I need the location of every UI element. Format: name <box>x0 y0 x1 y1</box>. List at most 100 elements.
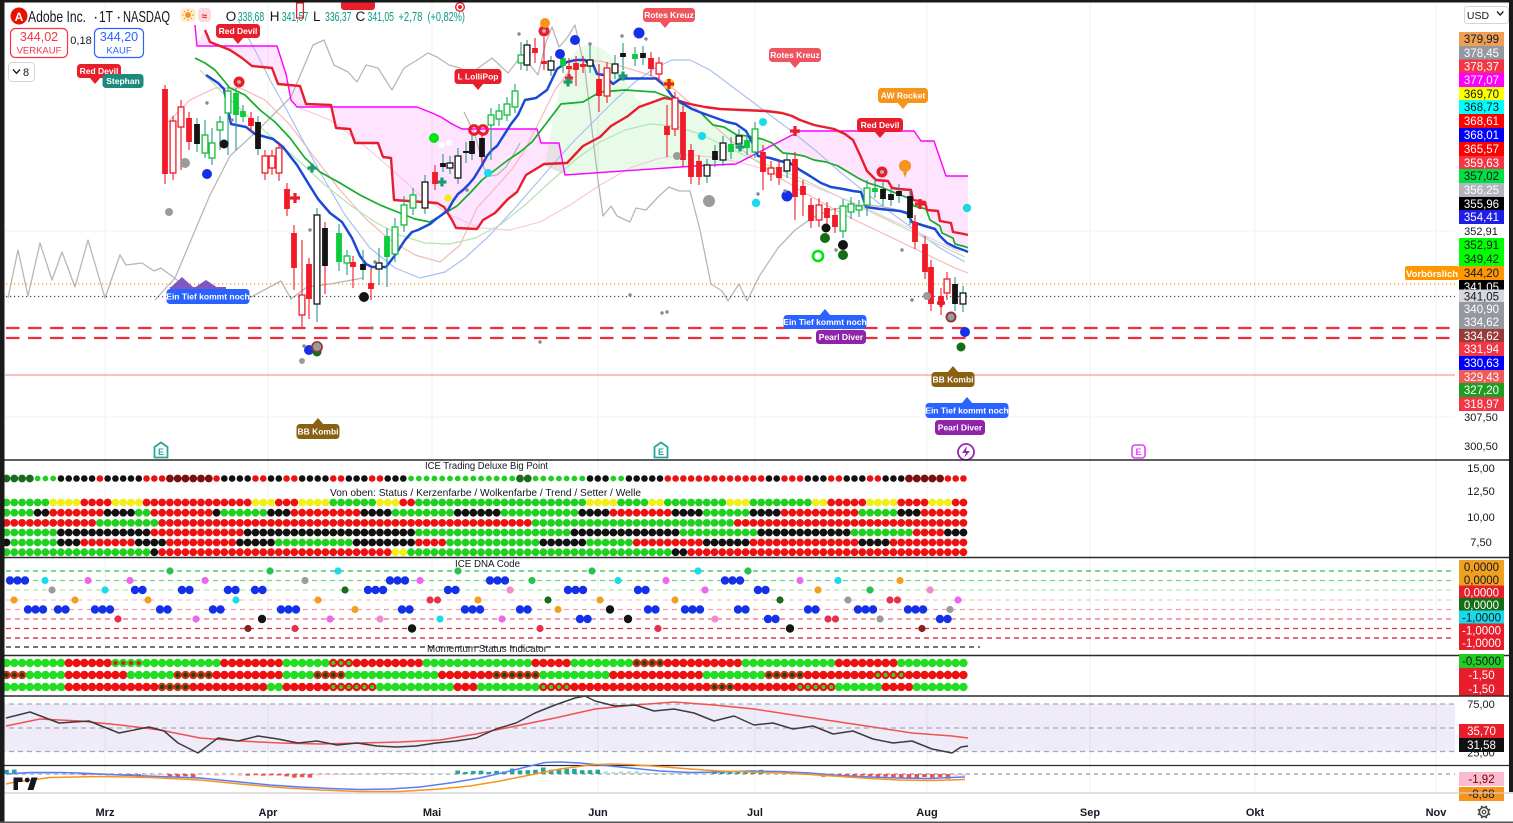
svg-text:Ein Tief kommt noch: Ein Tief kommt noch <box>166 292 249 302</box>
svg-text:75,00: 75,00 <box>1467 699 1495 711</box>
svg-text:379,99: 379,99 <box>1464 34 1499 46</box>
svg-text:BB Kombi: BB Kombi <box>297 427 338 437</box>
svg-text:10,00: 10,00 <box>1467 512 1495 524</box>
svg-text:365,57: 365,57 <box>1464 144 1499 156</box>
svg-text:Mrz: Mrz <box>96 807 115 819</box>
svg-text:8: 8 <box>23 67 29 79</box>
svg-text:E: E <box>658 447 664 457</box>
svg-text:Mai: Mai <box>423 807 441 819</box>
svg-text:307,50: 307,50 <box>1464 412 1498 424</box>
svg-text:0,18: 0,18 <box>70 35 91 47</box>
svg-text:1T: 1T <box>99 9 113 26</box>
svg-text:Nov: Nov <box>1426 807 1448 819</box>
svg-text:31,58: 31,58 <box>1467 740 1496 752</box>
svg-text:·: · <box>116 9 121 26</box>
svg-text:·: · <box>93 9 98 26</box>
svg-text:356,25: 356,25 <box>1464 185 1499 197</box>
svg-text:Red Devil: Red Devil <box>861 120 900 130</box>
svg-text:331,94: 331,94 <box>1464 344 1500 356</box>
svg-text:Von oben: Status / Kerzenfarbe: Von oben: Status / Kerzenfarbe / Wolkenf… <box>330 487 641 499</box>
svg-text:Adobe Inc.: Adobe Inc. <box>28 9 86 26</box>
svg-text:7,50: 7,50 <box>1470 537 1491 549</box>
svg-text:12,50: 12,50 <box>1467 486 1495 498</box>
svg-text:Momentum Status Indicator: Momentum Status Indicator <box>427 643 547 655</box>
svg-text:0,0000: 0,0000 <box>1464 600 1499 612</box>
svg-text:327,20: 327,20 <box>1464 385 1499 397</box>
svg-text:340,90: 340,90 <box>1464 304 1499 316</box>
svg-text:(+0,82%): (+0,82%) <box>428 10 466 24</box>
svg-text:VERKAUF: VERKAUF <box>17 46 62 57</box>
svg-text:334,62: 334,62 <box>1464 317 1499 329</box>
svg-text:338,68: 338,68 <box>238 10 265 24</box>
svg-text:L LolliPop: L LolliPop <box>458 72 499 82</box>
svg-text:Rotes Kreuz: Rotes Kreuz <box>770 50 820 60</box>
svg-text:Okt: Okt <box>1246 807 1265 819</box>
svg-text:378,37: 378,37 <box>1464 62 1499 74</box>
svg-text:Pearl Diver: Pearl Diver <box>819 332 864 342</box>
svg-text:BB Kombi: BB Kombi <box>932 375 973 385</box>
svg-text:≈: ≈ <box>202 12 208 23</box>
svg-text:-8,68: -8,68 <box>1468 789 1494 801</box>
svg-text:329,43: 329,43 <box>1464 372 1499 384</box>
svg-text:Pearl Diver: Pearl Diver <box>938 423 983 433</box>
svg-text:368,61: 368,61 <box>1464 116 1499 128</box>
svg-text:378,45: 378,45 <box>1464 48 1499 60</box>
svg-text:Apr: Apr <box>259 807 279 819</box>
svg-text:+2,78: +2,78 <box>398 10 422 24</box>
svg-text:-1,0000: -1,0000 <box>1462 638 1501 650</box>
svg-text:E: E <box>1135 447 1141 457</box>
svg-text:0,0000: 0,0000 <box>1464 575 1499 587</box>
svg-text:-0,5000: -0,5000 <box>1462 656 1501 668</box>
svg-text:0,0000: 0,0000 <box>1464 562 1499 574</box>
svg-text:USD: USD <box>1467 10 1490 22</box>
svg-text:C: C <box>356 9 366 24</box>
svg-text:Jun: Jun <box>588 807 608 819</box>
svg-text:318,97: 318,97 <box>1464 399 1499 411</box>
svg-text:Stephan: Stephan <box>106 76 140 86</box>
svg-text:354,41: 354,41 <box>1464 212 1499 224</box>
svg-text:Jul: Jul <box>747 807 763 819</box>
svg-text:341,05: 341,05 <box>1464 292 1499 304</box>
svg-text:330,63: 330,63 <box>1464 358 1499 370</box>
svg-text:O: O <box>226 9 237 24</box>
svg-text:E: E <box>158 447 164 457</box>
svg-text:0,0000: 0,0000 <box>1464 588 1499 600</box>
svg-text:35,70: 35,70 <box>1467 726 1496 738</box>
svg-text:344,20: 344,20 <box>100 30 138 44</box>
svg-text:-1,50: -1,50 <box>1468 684 1494 696</box>
svg-text:KAUF: KAUF <box>106 46 132 57</box>
svg-text:341,57: 341,57 <box>282 10 309 24</box>
svg-text:355,96: 355,96 <box>1464 199 1499 211</box>
svg-text:Aug: Aug <box>916 807 937 819</box>
svg-text:H: H <box>270 9 280 24</box>
svg-text:Red Devil: Red Devil <box>80 66 119 76</box>
svg-text:-1,0000: -1,0000 <box>1462 613 1501 625</box>
svg-text:NASDAQ: NASDAQ <box>123 9 170 26</box>
svg-text:AW Rocket: AW Rocket <box>881 91 926 101</box>
svg-text:352,91: 352,91 <box>1464 226 1498 238</box>
svg-text:369,70: 369,70 <box>1464 89 1499 101</box>
svg-text:349,42: 349,42 <box>1464 254 1499 266</box>
svg-text:Rotes Kreuz: Rotes Kreuz <box>644 10 694 20</box>
svg-text:377,07: 377,07 <box>1464 75 1499 87</box>
svg-text:359,63: 359,63 <box>1464 158 1499 170</box>
svg-text:352,91: 352,91 <box>1464 240 1499 252</box>
svg-text:341,05: 341,05 <box>368 10 395 24</box>
svg-text:368,01: 368,01 <box>1464 130 1499 142</box>
svg-text:-1,50: -1,50 <box>1468 670 1494 682</box>
svg-text:L: L <box>313 9 321 24</box>
svg-text:344,20: 344,20 <box>1464 268 1499 280</box>
svg-text:15,00: 15,00 <box>1467 463 1495 475</box>
svg-text:-1,0000: -1,0000 <box>1462 626 1501 638</box>
svg-text:ICE Trading Deluxe Big Point: ICE Trading Deluxe Big Point <box>425 460 548 472</box>
svg-text:A: A <box>15 10 24 24</box>
svg-text:-1,92: -1,92 <box>1468 774 1494 786</box>
svg-text:357,02: 357,02 <box>1464 171 1499 183</box>
svg-text:ICE DNA Code: ICE DNA Code <box>455 558 520 570</box>
svg-text:Sep: Sep <box>1080 807 1100 819</box>
svg-text:Red Devil: Red Devil <box>219 26 258 36</box>
svg-text:300,50: 300,50 <box>1464 441 1498 453</box>
svg-text:334,62: 334,62 <box>1464 331 1499 343</box>
svg-text:344,02: 344,02 <box>20 30 58 44</box>
svg-text:Ein Tief kommt noch: Ein Tief kommt noch <box>783 317 866 327</box>
